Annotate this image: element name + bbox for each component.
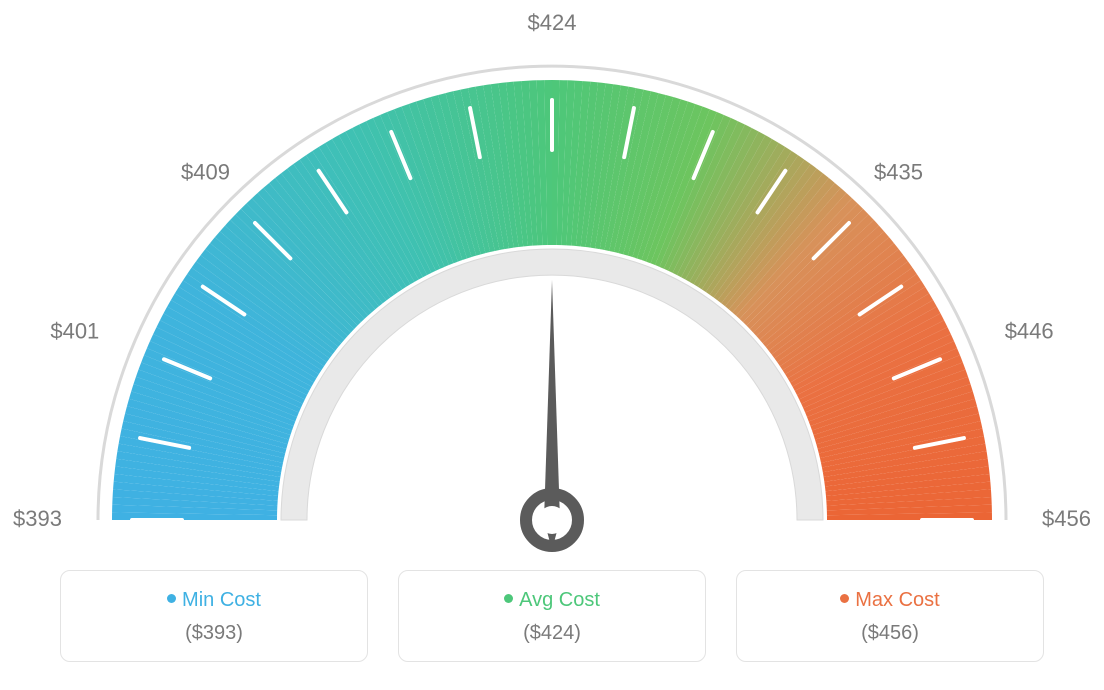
gauge-tick-label: $409 [181, 160, 230, 185]
gauge-svg: $393 $401 $409 $424 $435 $446 $456 [0, 0, 1104, 560]
legend-text-avg: Avg Cost [519, 589, 600, 611]
gauge-tick-label: $446 [1005, 318, 1054, 343]
legend-label-min: Min Cost [71, 589, 357, 612]
cost-gauge: $393 $401 $409 $424 $435 $446 $456 [0, 0, 1104, 560]
gauge-tick-label: $401 [50, 318, 99, 343]
gauge-tick-label: $435 [874, 160, 923, 185]
legend-dot-min [167, 594, 176, 603]
legend-value-min: ($393) [71, 622, 357, 645]
legend-text-max: Max Cost [855, 589, 939, 611]
legend-label-max: Max Cost [747, 589, 1033, 612]
legend-text-min: Min Cost [182, 589, 261, 611]
legend-row: Min Cost ($393) Avg Cost ($424) Max Cost… [0, 570, 1104, 662]
legend-card-max: Max Cost ($456) [736, 570, 1044, 662]
legend-value-max: ($456) [747, 622, 1033, 645]
gauge-tick-label: $424 [528, 10, 577, 35]
legend-dot-avg [504, 594, 513, 603]
legend-value-avg: ($424) [409, 622, 695, 645]
legend-label-avg: Avg Cost [409, 589, 695, 612]
gauge-tick-label: $456 [1042, 506, 1091, 531]
gauge-tick-label: $393 [13, 506, 62, 531]
legend-card-avg: Avg Cost ($424) [398, 570, 706, 662]
legend-dot-max [840, 594, 849, 603]
legend-card-min: Min Cost ($393) [60, 570, 368, 662]
